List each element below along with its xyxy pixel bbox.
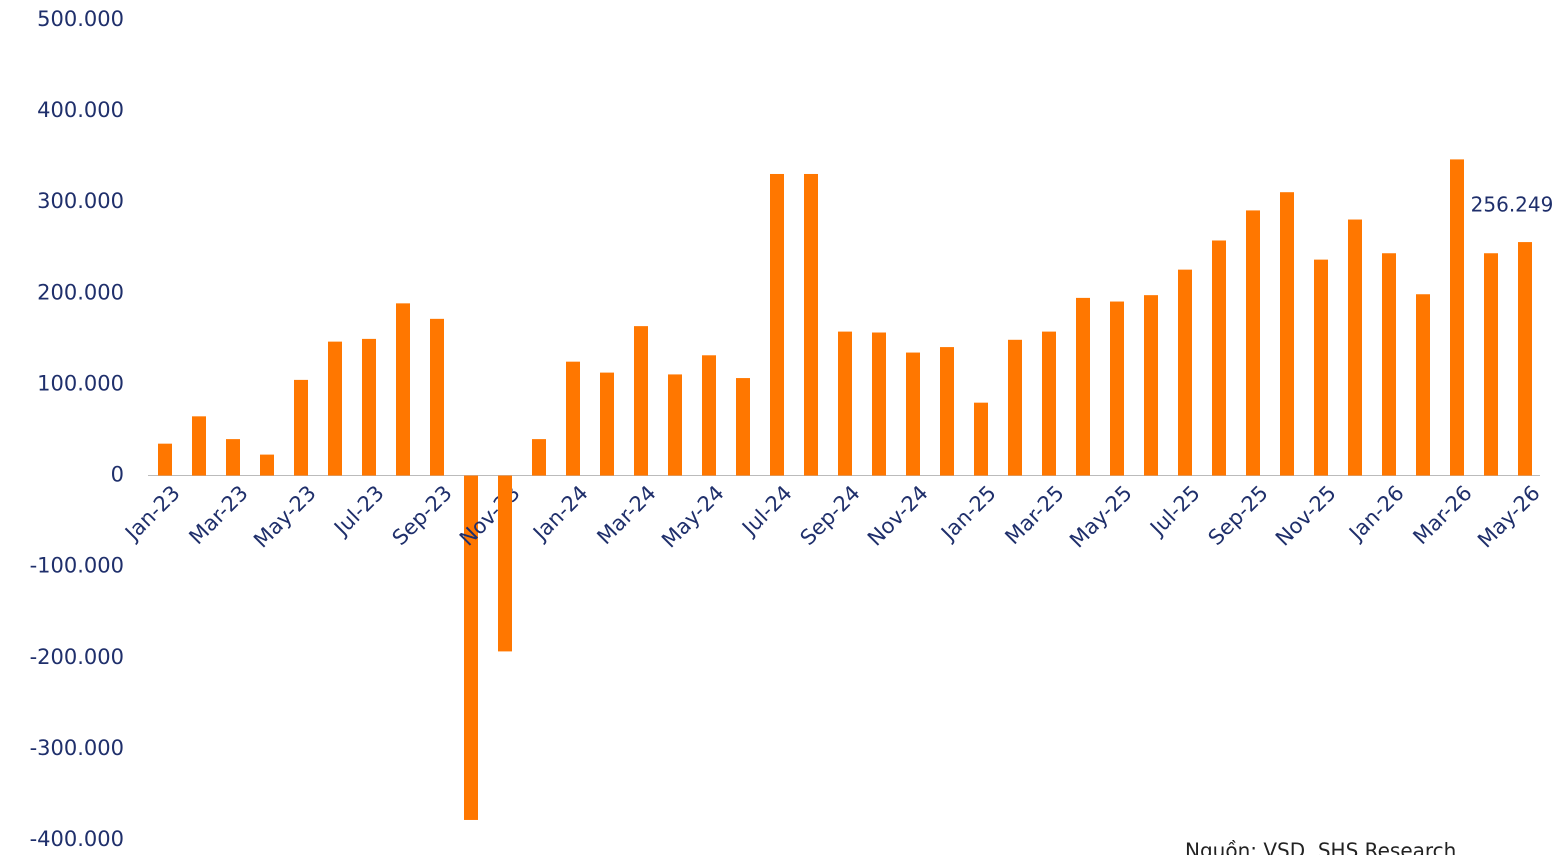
y-tick-label: 500.000 bbox=[37, 7, 124, 31]
bar bbox=[1382, 253, 1396, 476]
y-tick-label: 300.000 bbox=[37, 189, 124, 213]
bar bbox=[192, 416, 206, 476]
bar bbox=[940, 347, 954, 476]
x-tick-label: May-26 bbox=[1473, 481, 1545, 553]
bar bbox=[1178, 269, 1192, 476]
y-tick-label: -400.000 bbox=[30, 827, 124, 851]
bar bbox=[1144, 295, 1158, 476]
bar bbox=[1076, 297, 1090, 476]
source-note: Nguồn: VSD, SHS Research bbox=[1185, 839, 1456, 855]
bar bbox=[838, 331, 852, 476]
bar bbox=[1212, 240, 1226, 476]
bar bbox=[1484, 253, 1498, 476]
y-tick-label: 200.000 bbox=[37, 280, 124, 304]
bar bbox=[736, 378, 750, 476]
x-tick-label: Mar-24 bbox=[592, 481, 660, 549]
bar bbox=[498, 475, 512, 652]
bar bbox=[1246, 210, 1260, 476]
y-tick-label: -100.000 bbox=[30, 554, 124, 578]
y-tick-label: 400.000 bbox=[37, 98, 124, 122]
x-tick-label: Jan-26 bbox=[1343, 481, 1409, 547]
x-tick-label: Nov-25 bbox=[1271, 481, 1341, 551]
x-tick-label: May-24 bbox=[657, 481, 729, 553]
y-tick-label: -300.000 bbox=[30, 736, 124, 760]
x-tick-label: Jul-24 bbox=[736, 481, 797, 542]
bar bbox=[668, 374, 682, 476]
x-tick-label: Sep-24 bbox=[796, 481, 865, 550]
bar bbox=[294, 379, 308, 476]
bar bbox=[260, 454, 274, 476]
bar bbox=[906, 352, 920, 476]
bar bbox=[1110, 301, 1124, 476]
x-tick-label: Jan-23 bbox=[119, 481, 185, 547]
bar bbox=[1042, 331, 1056, 476]
x-tick-label: Mar-23 bbox=[184, 481, 252, 549]
bar bbox=[1348, 219, 1362, 476]
x-tick-label: Jan-24 bbox=[527, 481, 593, 547]
x-tick-label: Sep-25 bbox=[1204, 481, 1273, 550]
x-tick-label: Nov-24 bbox=[863, 481, 933, 551]
x-tick-label: May-25 bbox=[1065, 481, 1137, 553]
bar bbox=[1280, 192, 1294, 476]
bar bbox=[872, 332, 886, 476]
y-tick-label: 100.000 bbox=[37, 371, 124, 395]
y-tick-label: 0 bbox=[111, 463, 124, 487]
bar bbox=[1450, 159, 1464, 476]
bar bbox=[702, 355, 716, 476]
bar bbox=[328, 341, 342, 476]
bar bbox=[1314, 259, 1328, 476]
x-tick-label: Jul-25 bbox=[1144, 481, 1205, 542]
data-label: 256.249 bbox=[1471, 193, 1554, 217]
y-tick-label: -200.000 bbox=[30, 645, 124, 669]
bar bbox=[464, 475, 478, 820]
bar bbox=[1518, 242, 1532, 476]
bar bbox=[226, 439, 240, 476]
bar bbox=[158, 443, 172, 476]
bar bbox=[1008, 339, 1022, 476]
x-tick-label: May-23 bbox=[249, 481, 321, 553]
x-tick-label: Jul-23 bbox=[328, 481, 389, 542]
x-tick-label: Sep-23 bbox=[388, 481, 457, 550]
bar bbox=[600, 372, 614, 476]
bar bbox=[566, 361, 580, 476]
bar bbox=[770, 173, 784, 476]
bar bbox=[396, 303, 410, 476]
bar bbox=[362, 338, 376, 476]
x-tick-label: Jan-25 bbox=[935, 481, 1001, 547]
bar bbox=[532, 439, 546, 476]
bar bbox=[974, 402, 988, 476]
x-tick-label: Mar-26 bbox=[1408, 481, 1476, 549]
bar bbox=[1416, 294, 1430, 476]
bar bbox=[430, 318, 444, 476]
bar bbox=[634, 326, 648, 476]
x-tick-label: Mar-25 bbox=[1000, 481, 1068, 549]
bar bbox=[804, 173, 818, 476]
